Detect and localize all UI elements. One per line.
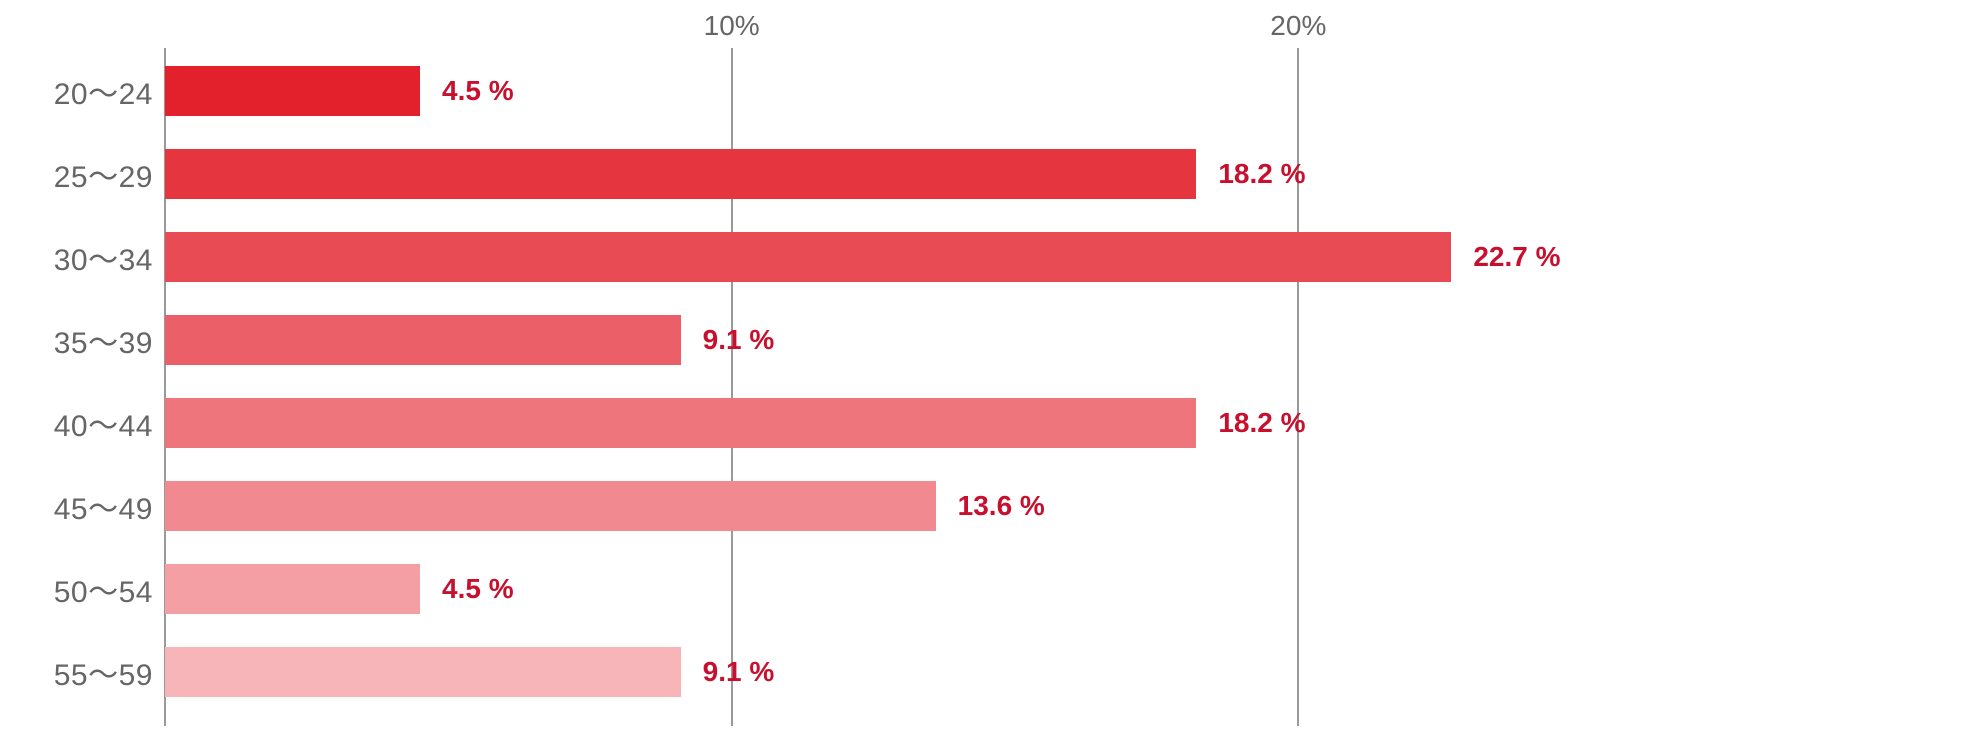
bar <box>165 564 420 614</box>
value-label: 13.6 % <box>958 490 1045 522</box>
bar-row: 30～3422.7 % <box>165 232 1865 282</box>
category-label: 50～54 <box>8 567 153 611</box>
value-label: 9.1 % <box>703 656 775 688</box>
bar-row: 50～544.5 % <box>165 564 1865 614</box>
value-label: 4.5 % <box>442 573 514 605</box>
category-label: 40～44 <box>8 401 153 445</box>
value-label: 18.2 % <box>1218 407 1305 439</box>
value-label: 4.5 % <box>442 75 514 107</box>
plot-area: 10%20%20～244.5 %25～2918.2 %30～3422.7 %35… <box>165 48 1865 726</box>
bar-row: 25～2918.2 % <box>165 149 1865 199</box>
bar <box>165 232 1451 282</box>
bar-row: 55～599.1 % <box>165 647 1865 697</box>
value-label: 22.7 % <box>1473 241 1560 273</box>
bar <box>165 647 681 697</box>
category-label: 25～29 <box>8 152 153 196</box>
bar <box>165 66 420 116</box>
bar <box>165 398 1196 448</box>
x-axis-tick-label: 10% <box>704 10 760 42</box>
bar <box>165 481 936 531</box>
category-label: 45～49 <box>8 484 153 528</box>
category-label: 55～59 <box>8 650 153 694</box>
value-label: 18.2 % <box>1218 158 1305 190</box>
bar-row: 35～399.1 % <box>165 315 1865 365</box>
category-label: 35～39 <box>8 318 153 362</box>
bar-row: 45～4913.6 % <box>165 481 1865 531</box>
bar-row: 40～4418.2 % <box>165 398 1865 448</box>
category-label: 30～34 <box>8 235 153 279</box>
value-label: 9.1 % <box>703 324 775 356</box>
bar <box>165 149 1196 199</box>
bar-row: 20～244.5 % <box>165 66 1865 116</box>
category-label: 20～24 <box>8 69 153 113</box>
x-axis-tick-label: 20% <box>1270 10 1326 42</box>
bar <box>165 315 681 365</box>
age-distribution-bar-chart: 10%20%20～244.5 %25～2918.2 %30～3422.7 %35… <box>0 0 1961 756</box>
